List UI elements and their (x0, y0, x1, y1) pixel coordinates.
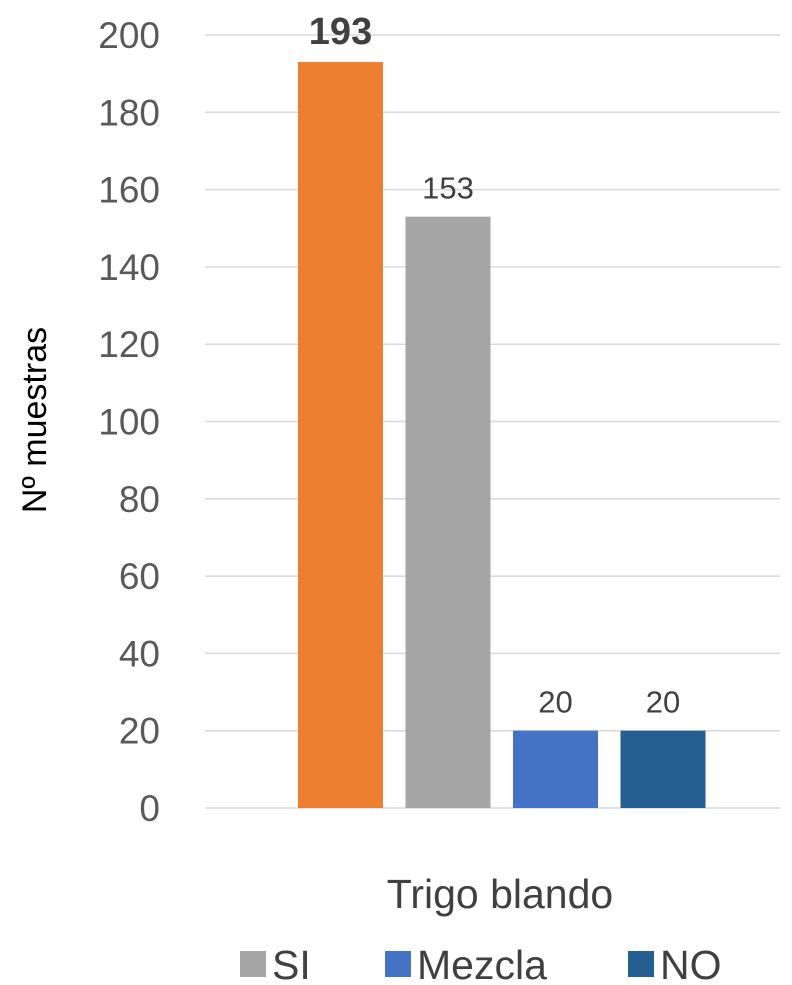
y-tick-label: 80 (119, 479, 160, 520)
data-labels: 193 153 20 20 (309, 11, 680, 720)
y-tick-label: 200 (98, 15, 160, 56)
y-axis-ticks: 0 20 40 60 80 100 120 140 160 180 200 (98, 15, 160, 829)
legend-item: SI (240, 942, 311, 985)
y-tick-label: 140 (98, 247, 160, 288)
legend-item: Mezcla (385, 942, 547, 985)
y-tick-label: 20 (119, 711, 160, 752)
y-tick-label: 180 (98, 92, 160, 133)
y-tick-label: 40 (119, 633, 160, 674)
legend-swatch (628, 951, 654, 977)
legend-label: SI (272, 942, 311, 985)
legend-item: NO (628, 942, 722, 985)
y-tick-label: 0 (139, 788, 160, 829)
bar-si (405, 216, 491, 808)
legend-swatch (240, 951, 266, 977)
bar-no (620, 730, 706, 808)
legend: SI Mezcla NO (240, 942, 722, 985)
gridlines (205, 34, 780, 809)
data-label: 193 (309, 11, 372, 53)
legend-label: NO (660, 942, 722, 985)
legend-label: Mezcla (417, 942, 547, 985)
data-label: 20 (538, 685, 572, 720)
bars (298, 62, 706, 809)
y-tick-label: 160 (98, 170, 160, 211)
bar-series-1 (298, 62, 383, 809)
data-label: 20 (646, 685, 680, 720)
x-category-label: Trigo blando (387, 871, 613, 917)
bar-mezcla (513, 730, 598, 808)
data-label: 153 (422, 171, 474, 206)
y-axis-title: Nº muestras (16, 327, 54, 513)
y-tick-label: 120 (98, 324, 160, 365)
y-tick-label: 100 (98, 402, 160, 443)
y-tick-label: 60 (119, 556, 160, 597)
legend-swatch (385, 951, 411, 977)
